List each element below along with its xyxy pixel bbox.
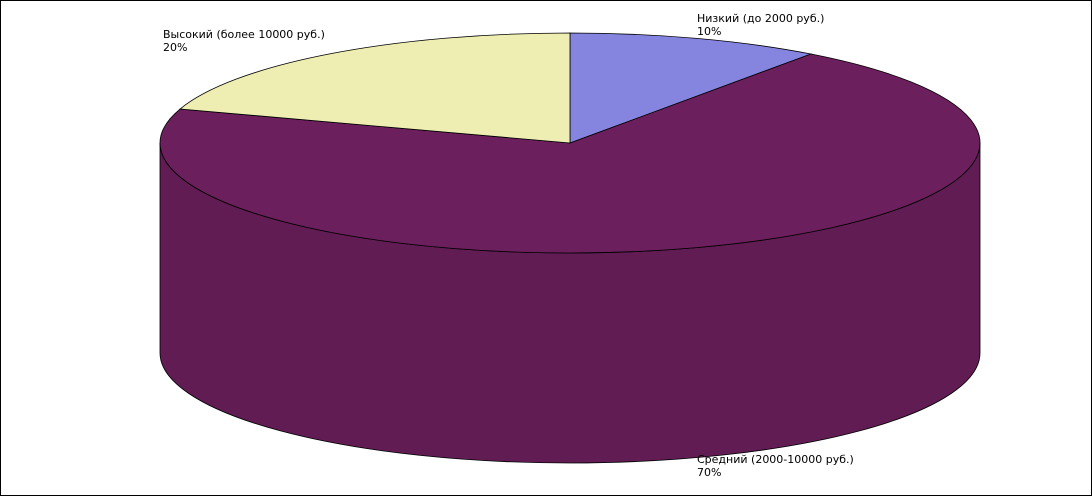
slice-label: Высокий (более 10000 руб.) [163, 28, 325, 41]
slice [179, 32, 571, 144]
slice-value-label: 10% [697, 25, 721, 38]
slice [569, 32, 813, 144]
slice [159, 53, 981, 254]
slice-value-label: 70% [697, 466, 721, 479]
slice-label: Средний (2000-10000 руб.) [697, 453, 854, 466]
slice-label: Низкий (до 2000 руб.) [697, 12, 824, 25]
slice-value-label: 20% [163, 41, 187, 54]
